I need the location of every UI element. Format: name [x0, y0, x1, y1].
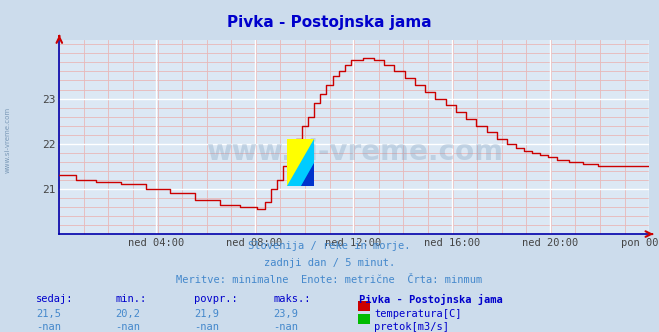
- Text: www.si-vreme.com: www.si-vreme.com: [206, 138, 503, 166]
- Text: maks.:: maks.:: [273, 294, 311, 304]
- Text: Meritve: minimalne  Enote: metrične  Črta: minmum: Meritve: minimalne Enote: metrične Črta:…: [177, 275, 482, 285]
- Polygon shape: [287, 139, 314, 186]
- Text: pretok[m3/s]: pretok[m3/s]: [374, 322, 449, 332]
- Text: temperatura[C]: temperatura[C]: [374, 309, 462, 319]
- Text: zadnji dan / 5 minut.: zadnji dan / 5 minut.: [264, 258, 395, 268]
- Text: -nan: -nan: [115, 322, 140, 332]
- Text: -nan: -nan: [273, 322, 299, 332]
- Text: Pivka - Postojnska jama: Pivka - Postojnska jama: [227, 15, 432, 30]
- Text: 23,9: 23,9: [273, 309, 299, 319]
- Text: -nan: -nan: [194, 322, 219, 332]
- Text: Pivka - Postojnska jama: Pivka - Postojnska jama: [359, 294, 503, 305]
- Text: povpr.:: povpr.:: [194, 294, 238, 304]
- Text: 20,2: 20,2: [115, 309, 140, 319]
- Text: 21,5: 21,5: [36, 309, 61, 319]
- Text: 21,9: 21,9: [194, 309, 219, 319]
- Polygon shape: [287, 139, 314, 186]
- Text: -nan: -nan: [36, 322, 61, 332]
- Text: Slovenija / reke in morje.: Slovenija / reke in morje.: [248, 241, 411, 251]
- Text: min.:: min.:: [115, 294, 146, 304]
- Text: sedaj:: sedaj:: [36, 294, 74, 304]
- Polygon shape: [301, 163, 314, 186]
- Text: www.si-vreme.com: www.si-vreme.com: [5, 106, 11, 173]
